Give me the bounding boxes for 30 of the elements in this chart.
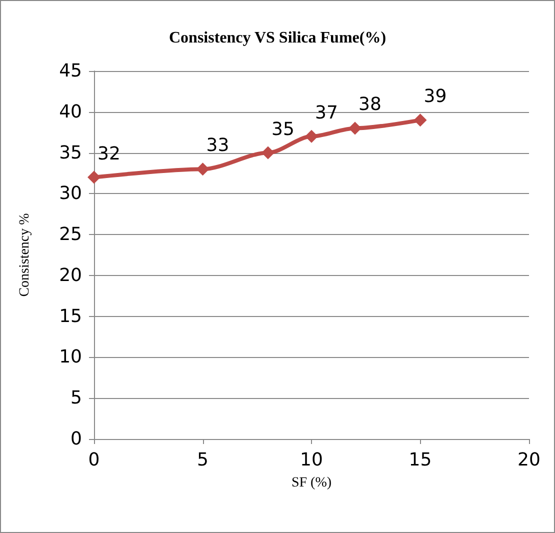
data-label: 37 bbox=[315, 102, 338, 124]
data-label: 35 bbox=[272, 118, 294, 140]
x-tick-label: 5 bbox=[197, 450, 208, 470]
point bbox=[262, 146, 274, 160]
x-tick-label: 10 bbox=[300, 450, 323, 470]
data-label: 38 bbox=[358, 94, 382, 116]
x-tick-label: 15 bbox=[408, 450, 432, 470]
x-axis-title: SF (%) bbox=[291, 476, 332, 490]
point bbox=[88, 170, 100, 184]
y-tick-label: 35 bbox=[59, 142, 82, 164]
data-label: 33 bbox=[206, 135, 230, 156]
y-tick-label: 30 bbox=[59, 183, 82, 204]
y-tick-label: 10 bbox=[59, 346, 82, 368]
y-axis-title: Consistency % bbox=[18, 212, 32, 297]
y-tick-label: 40 bbox=[59, 101, 82, 122]
y-tick-label: 0 bbox=[70, 428, 82, 450]
y-tick-label: 25 bbox=[59, 224, 82, 246]
y-tick-label: 20 bbox=[59, 264, 82, 286]
data-label: 39 bbox=[424, 86, 447, 108]
data-label: 32 bbox=[98, 143, 120, 164]
point bbox=[196, 162, 210, 176]
x-tick-label: 20 bbox=[518, 450, 540, 470]
y-tick-label: 15 bbox=[59, 306, 82, 327]
point bbox=[305, 130, 318, 143]
point bbox=[348, 122, 362, 135]
chart-title: Consistency VS Silica Fume(%) bbox=[168, 30, 386, 46]
point bbox=[414, 114, 427, 127]
y-tick-label: 45 bbox=[59, 60, 82, 82]
x-tick-label: 0 bbox=[88, 450, 100, 470]
y-tick-label: 5 bbox=[70, 388, 82, 409]
